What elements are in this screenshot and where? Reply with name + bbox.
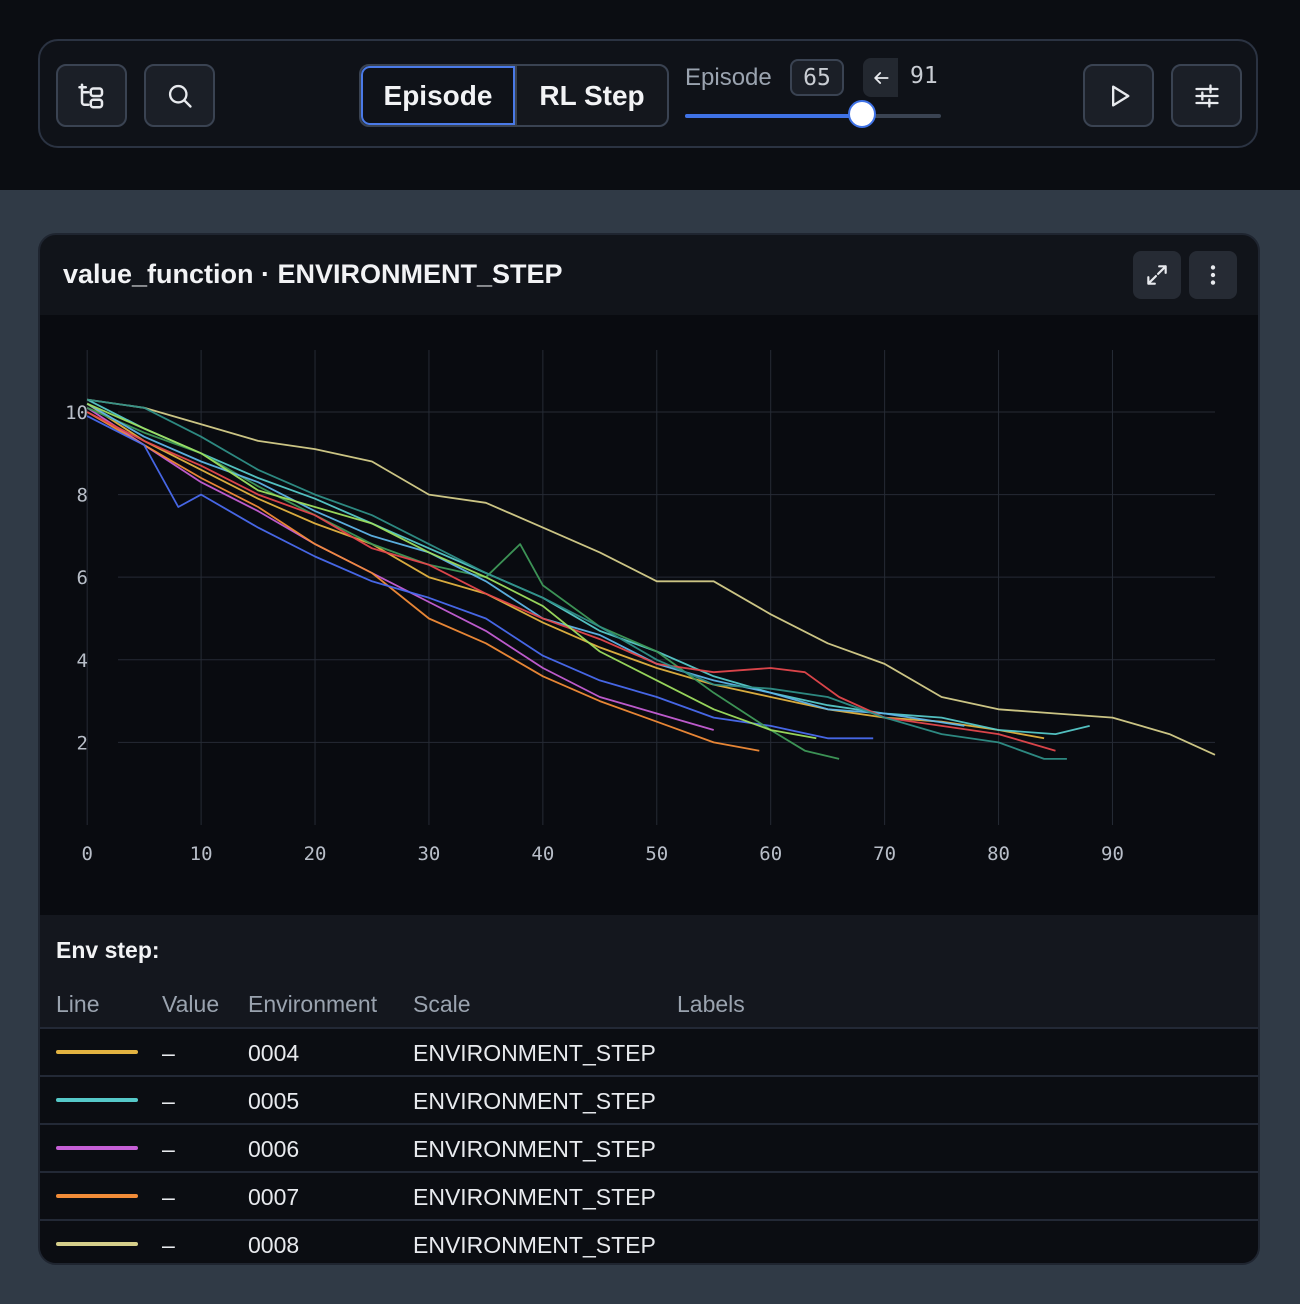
- y-tick-label: 8: [77, 485, 88, 507]
- row-environment: 0007: [248, 1184, 300, 1210]
- expand-button[interactable]: [1133, 251, 1181, 299]
- col-line: Line: [56, 991, 100, 1017]
- top-bar: Episode RL Step Episode 65 91: [0, 0, 1300, 190]
- series-line: [86, 406, 840, 760]
- row-scale: ENVIRONMENT_STEP: [413, 1088, 656, 1114]
- row-scale: ENVIRONMENT_STEP: [413, 1184, 656, 1210]
- row-scale: ENVIRONMENT_STEP: [413, 1232, 656, 1258]
- legend-title: Env step:: [56, 937, 160, 963]
- back-to-latest-button[interactable]: [863, 58, 898, 97]
- series-line: [86, 407, 714, 731]
- series-line: [86, 411, 760, 752]
- episode-slider[interactable]: [685, 100, 941, 128]
- y-tick-label: 6: [77, 567, 88, 589]
- x-tick-label: 30: [417, 843, 440, 865]
- x-tick-label: 70: [873, 843, 896, 865]
- x-tick-label: 0: [81, 843, 92, 865]
- series-line: [86, 411, 1056, 752]
- x-tick-label: 60: [759, 843, 782, 865]
- y-tick-label: 10: [65, 402, 88, 424]
- row-value: –: [162, 1088, 175, 1114]
- tree-view-icon: [77, 83, 103, 108]
- play-button[interactable]: [1083, 64, 1154, 127]
- row-scale: ENVIRONMENT_STEP: [413, 1040, 656, 1066]
- search-icon: [168, 84, 192, 108]
- line-chart[interactable]: 0 10 20 30 40 50 60 70 80 90 2 4 6 8 10: [40, 315, 1260, 915]
- x-tick-label: 90: [1101, 843, 1124, 865]
- row-value: –: [162, 1232, 175, 1258]
- line-swatch: [56, 1242, 138, 1246]
- x-tick-label: 80: [987, 843, 1010, 865]
- series-line: [86, 402, 817, 740]
- episode-label: Episode: [685, 64, 772, 91]
- sliders-icon: [1194, 83, 1219, 108]
- tree-view-button[interactable]: [56, 64, 127, 127]
- col-labels: Labels: [677, 991, 745, 1017]
- episode-value-input[interactable]: 65: [790, 59, 844, 96]
- row-value: –: [162, 1136, 175, 1162]
- more-vertical-icon: [1210, 265, 1216, 285]
- legend-rows: – 0004 ENVIRONMENT_STEP – 0005 ENVIRONME…: [40, 1027, 1258, 1263]
- series-line: [87, 398, 1067, 760]
- x-tick-label: 10: [190, 843, 213, 865]
- series-line: [86, 415, 874, 740]
- row-value: –: [162, 1184, 175, 1210]
- col-value: Value: [162, 991, 220, 1017]
- search-button[interactable]: [144, 64, 215, 127]
- line-swatch: [56, 1146, 138, 1150]
- series-line: [87, 398, 1216, 756]
- line-swatch: [56, 1194, 138, 1198]
- legend-row[interactable]: – 0007 ENVIRONMENT_STEP: [40, 1171, 1258, 1219]
- series-line: [86, 402, 965, 727]
- col-scale: Scale: [413, 991, 471, 1017]
- row-environment: 0008: [248, 1232, 300, 1258]
- legend-row[interactable]: – 0005 ENVIRONMENT_STEP: [40, 1075, 1258, 1123]
- play-icon: [1111, 85, 1129, 107]
- arrow-left-icon: [873, 71, 889, 84]
- row-environment: 0004: [248, 1040, 300, 1066]
- x-tick-label: 20: [304, 843, 327, 865]
- rl-step-tab[interactable]: RL Step: [515, 66, 667, 125]
- y-tick-label: 4: [77, 650, 88, 672]
- chart-panel: value_function · ENVIRONMENT_STEP 0 10 20 3…: [38, 233, 1260, 1265]
- x-tick-label: 50: [645, 843, 668, 865]
- view-mode-toggle: Episode RL Step: [359, 64, 669, 127]
- chart-ticks: 0 10 20 30 40 50 60 70 80 90 2 4 6 8 10: [65, 402, 1124, 865]
- chart-lines: [86, 398, 1216, 760]
- slider-thumb[interactable]: [847, 100, 876, 128]
- episode-max: 91: [910, 63, 938, 89]
- legend-row[interactable]: – 0006 ENVIRONMENT_STEP: [40, 1123, 1258, 1171]
- legend-row[interactable]: – 0004 ENVIRONMENT_STEP: [40, 1027, 1258, 1075]
- row-environment: 0005: [248, 1088, 300, 1114]
- settings-button[interactable]: [1171, 64, 1242, 127]
- legend-table: Env step: Line Value Environment Scale L…: [40, 915, 1258, 1263]
- toolbar: Episode RL Step Episode 65 91: [38, 39, 1258, 148]
- line-swatch: [56, 1098, 138, 1102]
- panel-title: value_function · ENVIRONMENT_STEP: [63, 259, 563, 289]
- x-tick-label: 40: [531, 843, 554, 865]
- more-menu-button[interactable]: [1189, 251, 1237, 299]
- col-environment: Environment: [248, 991, 378, 1017]
- chart-area: 0 10 20 30 40 50 60 70 80 90 2 4 6 8 10: [40, 315, 1260, 915]
- legend-header: Line Value Environment Scale Labels: [40, 987, 1258, 1027]
- episode-tab[interactable]: Episode: [361, 66, 515, 125]
- line-swatch: [56, 1050, 138, 1054]
- legend-row[interactable]: – 0008 ENVIRONMENT_STEP: [40, 1219, 1258, 1263]
- row-scale: ENVIRONMENT_STEP: [413, 1136, 656, 1162]
- expand-icon: [1147, 265, 1167, 285]
- series-line: [86, 398, 1090, 736]
- row-environment: 0006: [248, 1136, 300, 1162]
- row-value: –: [162, 1040, 175, 1066]
- y-tick-label: 2: [77, 732, 88, 754]
- chart-grid: [86, 350, 1215, 825]
- slider-fill: [685, 114, 862, 118]
